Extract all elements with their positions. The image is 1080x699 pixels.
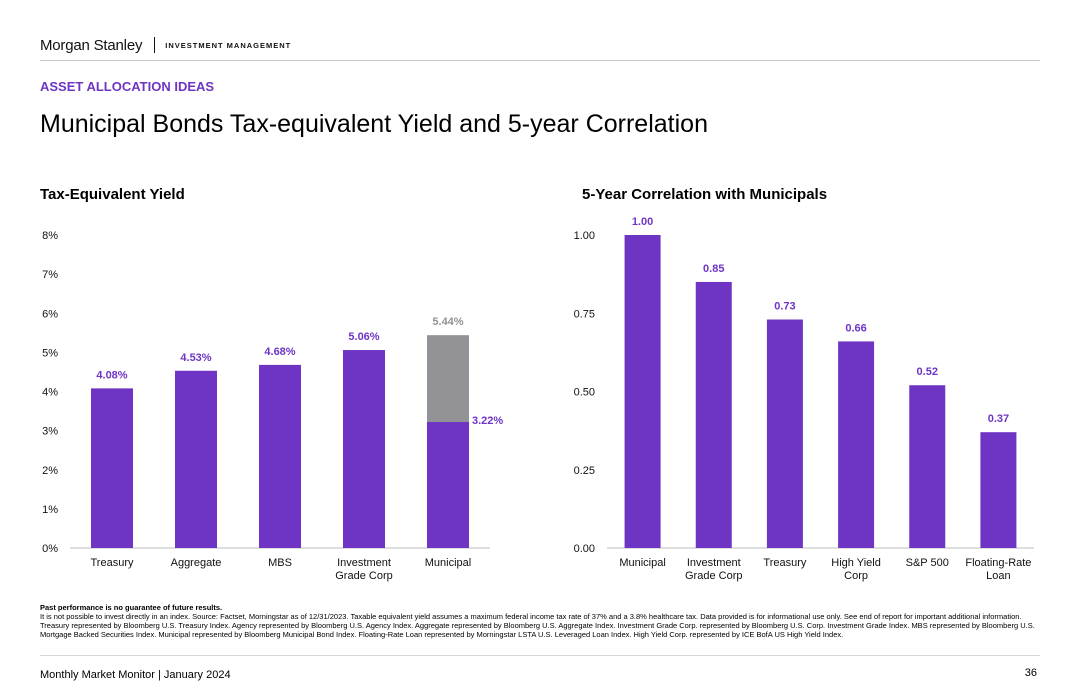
data-label: 0.52 xyxy=(917,366,938,378)
x-tick-label-line: Municipal xyxy=(619,557,665,569)
y-tick-label: 6% xyxy=(42,308,58,320)
bar xyxy=(909,385,946,548)
x-tick-label: Aggregate xyxy=(171,557,222,569)
x-tick-label-line: Grade Corp xyxy=(335,570,392,582)
y-tick-label: 0% xyxy=(42,543,58,555)
x-tick-label-line: S&P 500 xyxy=(906,557,949,569)
data-label: 0.73 xyxy=(774,301,795,313)
x-tick-label-line: Treasury xyxy=(763,557,806,569)
x-tick-label-line: Municipal xyxy=(425,557,471,569)
data-label-total: 5.44% xyxy=(432,316,463,328)
x-tick-label-line: Investment xyxy=(687,557,741,569)
x-tick-label-line: Loan xyxy=(986,570,1010,582)
x-tick-label: Floating-Rate Loan xyxy=(965,557,1031,582)
y-tick-label: 0.75 xyxy=(574,308,595,320)
data-label: 0.66 xyxy=(845,322,866,334)
correlation-chart-title: 5-Year Correlation with Municipals xyxy=(582,186,828,203)
x-tick-label-line: MBS xyxy=(268,557,292,569)
bar xyxy=(766,319,803,548)
bar xyxy=(175,370,217,548)
x-tick-label-line: High Yield xyxy=(831,557,881,569)
bar xyxy=(838,341,875,548)
y-tick-label: 8% xyxy=(42,230,58,242)
data-label: 5.06% xyxy=(348,331,379,343)
x-tick-label: High Yield Corp xyxy=(831,557,881,582)
x-tick-label-line: Treasury xyxy=(91,557,134,569)
footer-publication: Monthly Market Monitor | January 2024 xyxy=(40,669,231,681)
section-kicker: ASSET ALLOCATION IDEAS xyxy=(40,79,215,94)
x-tick-label: S&P 500 xyxy=(906,557,949,569)
logo-divider xyxy=(154,37,156,53)
data-label: 4.53% xyxy=(180,352,211,364)
header-divider xyxy=(40,60,1040,61)
x-tick-label: Municipal xyxy=(619,557,665,569)
x-tick-label-line: Corp xyxy=(844,570,868,582)
page-title: Municipal Bonds Tax-equivalent Yield and… xyxy=(40,110,708,138)
x-tick-label: MBS xyxy=(268,557,292,569)
data-label: 0.85 xyxy=(703,263,724,275)
header: Morgan Stanley INVESTMENT MANAGEMENT xyxy=(40,36,291,54)
bar xyxy=(695,281,732,548)
bar xyxy=(624,235,661,548)
data-label: 4.68% xyxy=(264,346,295,358)
bar xyxy=(427,422,469,548)
y-tick-label: 7% xyxy=(42,269,58,281)
y-tick-label: 5% xyxy=(42,347,58,359)
x-tick-label: Treasury xyxy=(763,557,806,569)
footnote: Past performance is no guarantee of futu… xyxy=(40,603,1040,639)
footnote-text: It is not possible to invest directly in… xyxy=(40,612,1035,639)
bar-segment-total xyxy=(427,335,469,423)
y-tick-label: 4% xyxy=(42,387,58,399)
yield-chart-title: Tax-Equivalent Yield xyxy=(40,186,185,203)
x-tick-label-line: Grade Corp xyxy=(685,570,742,582)
y-tick-label: 3% xyxy=(42,426,58,438)
data-label: 0.37 xyxy=(988,413,1009,425)
bar xyxy=(343,350,385,548)
data-label: 4.08% xyxy=(96,369,127,381)
x-tick-label-line: Aggregate xyxy=(171,557,222,569)
y-tick-label: 1% xyxy=(42,504,58,516)
morgan-stanley-logo: Morgan Stanley xyxy=(40,36,143,54)
y-tick-label: 1.00 xyxy=(574,230,595,242)
footer-divider xyxy=(40,655,1040,656)
x-tick-label: Treasury xyxy=(91,557,134,569)
data-label: 1.00 xyxy=(632,216,653,228)
x-tick-label: Investment Grade Corp xyxy=(685,557,742,582)
y-tick-label: 0.00 xyxy=(574,543,595,555)
x-tick-label: Investment Grade Corp xyxy=(335,557,392,582)
y-tick-label: 2% xyxy=(42,465,58,477)
data-label: 3.22% xyxy=(472,415,503,427)
x-tick-label-line: Investment xyxy=(337,557,391,569)
footnote-disclaimer: Past performance is no guarantee of futu… xyxy=(40,603,223,612)
x-tick-label-line: Floating-Rate xyxy=(965,557,1031,569)
y-tick-label: 0.25 xyxy=(574,465,595,477)
x-tick-label: Municipal xyxy=(425,557,471,569)
division-label: INVESTMENT MANAGEMENT xyxy=(165,40,292,50)
page-number: 36 xyxy=(1024,667,1037,679)
bar xyxy=(980,432,1017,548)
bar xyxy=(259,364,301,548)
bar xyxy=(91,388,133,548)
y-tick-label: 0.50 xyxy=(574,387,595,399)
